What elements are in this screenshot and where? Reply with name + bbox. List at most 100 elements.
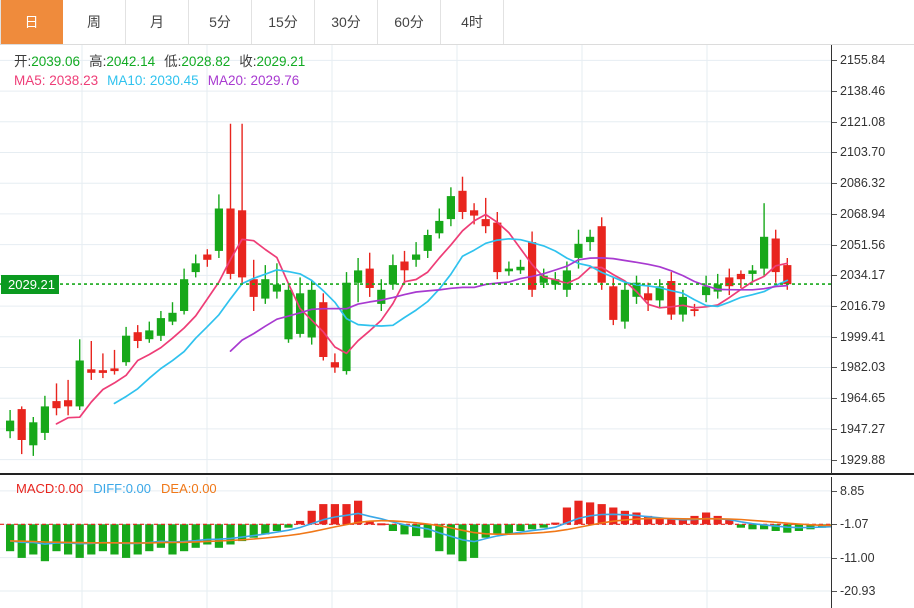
macd-histogram-bar bbox=[388, 524, 397, 531]
candle-body bbox=[214, 208, 223, 251]
macd-histogram-bar bbox=[760, 524, 769, 530]
candle-body bbox=[400, 261, 409, 271]
candlestick bbox=[702, 275, 711, 303]
candle-body bbox=[632, 282, 641, 297]
candlestick bbox=[226, 123, 235, 280]
price-tick: 2121.08 bbox=[832, 114, 885, 130]
macd-histogram-bar bbox=[655, 517, 664, 525]
tab-6[interactable]: 60分 bbox=[378, 0, 441, 44]
macd-tick: -1.07 bbox=[832, 516, 869, 532]
candlestick bbox=[423, 229, 432, 258]
candlestick bbox=[504, 261, 513, 276]
candle-body bbox=[551, 279, 560, 285]
candle-body bbox=[574, 243, 583, 258]
macd-histogram-bar bbox=[342, 504, 351, 525]
candlestick bbox=[516, 259, 525, 274]
candlestick bbox=[249, 259, 258, 311]
price-chart-svg bbox=[0, 45, 831, 473]
candlestick bbox=[17, 406, 26, 455]
macd-histogram-bar bbox=[75, 524, 84, 558]
candle-body bbox=[203, 254, 212, 260]
macd-diff-line bbox=[10, 512, 831, 545]
candle-body bbox=[713, 284, 722, 292]
candle-body bbox=[725, 277, 734, 287]
candlestick bbox=[690, 303, 699, 317]
candlestick bbox=[75, 339, 84, 410]
candlestick bbox=[586, 229, 595, 251]
macd-histogram-bar bbox=[562, 507, 571, 525]
macd-histogram-bar bbox=[64, 524, 73, 555]
macd-histogram-bar bbox=[736, 524, 745, 528]
candlestick bbox=[539, 268, 548, 288]
candlestick bbox=[40, 395, 49, 440]
candle-body bbox=[307, 289, 316, 338]
macd-histogram-bar bbox=[748, 524, 757, 530]
price-tick: 1964.65 bbox=[832, 390, 885, 406]
macd-histogram-bar bbox=[145, 524, 154, 552]
candle-body bbox=[504, 268, 513, 272]
tab-2[interactable]: 月 bbox=[126, 0, 189, 44]
candle-body bbox=[481, 219, 490, 227]
macd-histogram-bar bbox=[667, 519, 676, 525]
macd-histogram-bar bbox=[678, 519, 687, 525]
price-tick: 1929.88 bbox=[832, 452, 885, 468]
tab-4[interactable]: 15分 bbox=[252, 0, 315, 44]
macd-histogram-bar bbox=[644, 515, 653, 525]
macd-histogram-bar bbox=[296, 520, 305, 525]
candle-body bbox=[98, 370, 107, 373]
macd-tick: -11.00 bbox=[832, 550, 875, 566]
candlestick bbox=[52, 383, 61, 416]
tab-label: 4时 bbox=[461, 14, 483, 30]
macd-tick: 8.85 bbox=[832, 483, 864, 499]
macd-histogram-bar bbox=[122, 524, 131, 558]
macd-chart-pane[interactable] bbox=[0, 477, 832, 608]
macd-histogram-bar bbox=[423, 524, 432, 538]
macd-histogram-bar bbox=[98, 524, 107, 552]
macd-histogram-bar bbox=[528, 524, 537, 530]
tab-5[interactable]: 30分 bbox=[315, 0, 378, 44]
macd-histogram-bar bbox=[6, 524, 15, 552]
candle-body bbox=[586, 236, 595, 243]
candlestick bbox=[203, 249, 212, 267]
candlestick bbox=[168, 302, 177, 326]
macd-histogram-bar bbox=[435, 524, 444, 552]
candlestick bbox=[458, 176, 467, 220]
tab-1[interactable]: 周 bbox=[63, 0, 126, 44]
macd-tick: -20.93 bbox=[832, 583, 875, 599]
candlestick bbox=[562, 261, 571, 297]
candle-body bbox=[516, 266, 525, 271]
macd-dea-line bbox=[10, 517, 831, 544]
tab-7[interactable]: 4时 bbox=[441, 0, 504, 44]
candle-body bbox=[365, 268, 374, 288]
candlestick bbox=[354, 258, 363, 303]
macd-chart-svg bbox=[0, 477, 831, 608]
tab-0[interactable]: 日 bbox=[0, 0, 63, 44]
candle-body bbox=[528, 242, 537, 290]
candle-body bbox=[145, 330, 154, 340]
candlestick bbox=[412, 242, 421, 267]
macd-histogram-bar bbox=[493, 524, 502, 535]
candle-body bbox=[191, 263, 200, 273]
price-tick: 2016.79 bbox=[832, 298, 885, 314]
candle-body bbox=[75, 360, 84, 407]
candle-body bbox=[87, 369, 96, 373]
macd-histogram-bar bbox=[284, 524, 293, 528]
candle-body bbox=[168, 312, 177, 322]
macd-histogram-bar bbox=[771, 524, 780, 531]
price-chart-pane[interactable] bbox=[0, 45, 832, 475]
candlestick bbox=[87, 341, 96, 380]
price-tick: 1982.03 bbox=[832, 359, 885, 375]
candle-body bbox=[133, 332, 142, 341]
macd-histogram-bar bbox=[504, 524, 513, 535]
candlestick bbox=[574, 229, 583, 269]
candlestick bbox=[377, 279, 386, 311]
tab-3[interactable]: 5分 bbox=[189, 0, 252, 44]
candlestick bbox=[284, 282, 293, 343]
candle-body bbox=[562, 270, 571, 290]
macd-histogram-bar bbox=[586, 502, 595, 525]
candle-body bbox=[667, 281, 676, 315]
price-axis: 2155.84 2138.46 2121.08 2103.70 2086.32 2068.… bbox=[832, 45, 914, 475]
macd-histogram-bar bbox=[551, 522, 560, 525]
price-tick: 2155.84 bbox=[832, 52, 885, 68]
price-tick: 2138.46 bbox=[832, 83, 885, 99]
